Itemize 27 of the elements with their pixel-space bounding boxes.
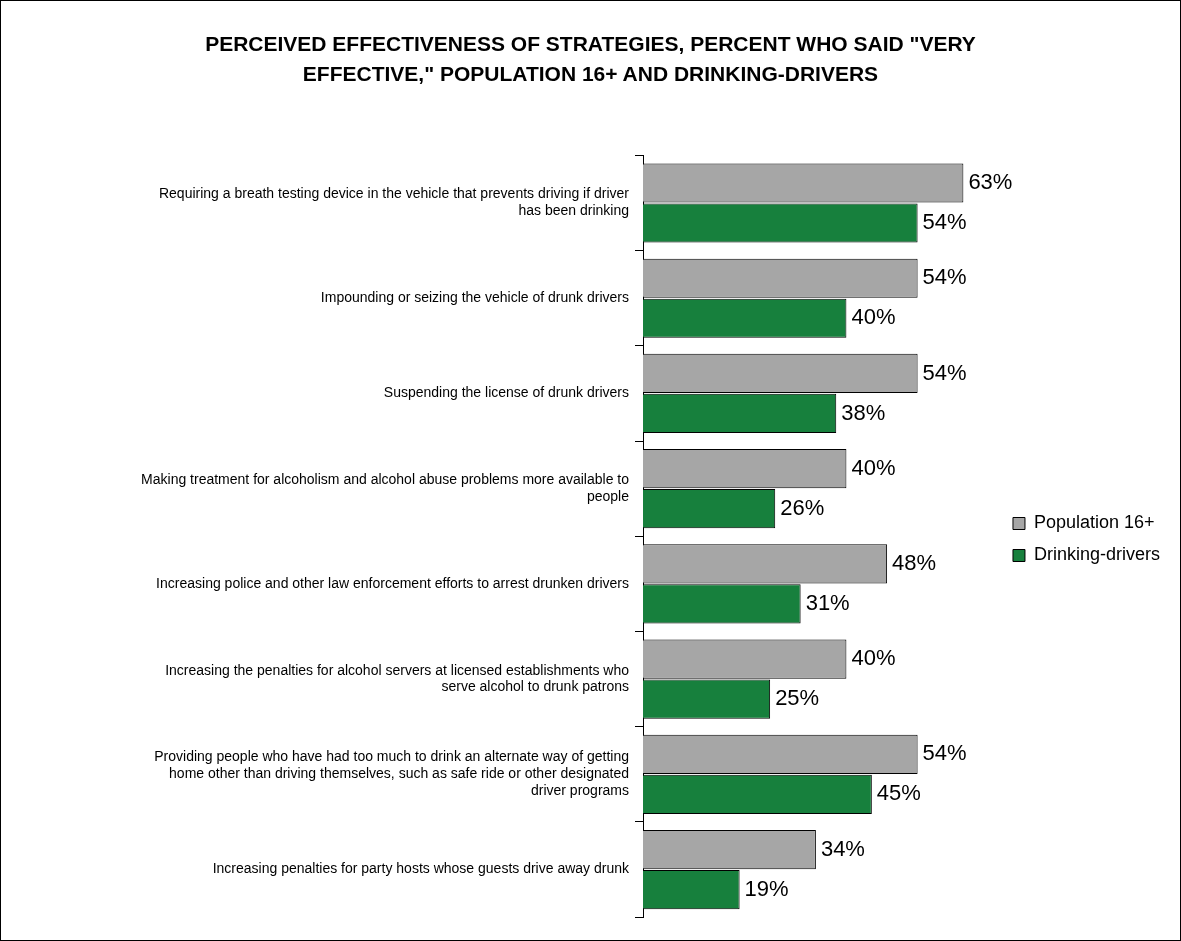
- y-tick-label: Suspending the license of drunk drivers: [383, 384, 629, 401]
- data-label: 63%: [968, 169, 1013, 195]
- y-tick-label: Increasing penalties for party hosts whose guests drive away drunk: [212, 860, 630, 877]
- legend-label: Drinking-drivers: [1033, 544, 1160, 565]
- data-label: 19%: [744, 875, 789, 901]
- data-label: 26%: [780, 494, 825, 520]
- data-label: 38%: [841, 399, 886, 425]
- data-label: 48%: [892, 549, 937, 575]
- y-tick-label: Making treatment for alcoholism and alcohol abuse problems more available to people: [141, 471, 630, 504]
- y-tick-label: Providing people who have had too much to drink an alternate way of getting home other than driving themselves, such as safe ride or other designated driver programs: [154, 748, 629, 799]
- y-tick-label: Requiring a breath testing device in the vehicle that prevents driving if driver has been drinking: [158, 185, 630, 219]
- data-label: 54%: [922, 359, 967, 385]
- data-label: 25%: [775, 685, 820, 711]
- data-label: 54%: [922, 740, 967, 766]
- y-tick-label: Increasing police and other law enforcement efforts to arrest drunken drivers: [156, 574, 629, 591]
- data-label: 54%: [922, 209, 967, 235]
- data-label: 34%: [820, 835, 865, 861]
- y-tick-label: Increasing the penalties for alcohol servers at licensed establishments who serve alcohol to drunk patrons: [165, 661, 630, 695]
- data-label: 40%: [851, 645, 896, 671]
- legend-label: Population 16+: [1033, 512, 1155, 533]
- chart-title: PERCEIVED EFFECTIVENESS OF STRATEGIES, PERCENT WHO SAID "VERY EFFECTIVE," POPULATION 16+ AND DRINKING-DRIVERS: [204, 31, 977, 87]
- data-label: 40%: [851, 304, 896, 330]
- y-tick-label: Impounding or seizing the vehicle of drunk drivers: [320, 289, 629, 306]
- data-label: 45%: [876, 780, 921, 806]
- data-label: 31%: [805, 589, 850, 615]
- data-label: 54%: [922, 264, 967, 290]
- data-label: 40%: [851, 454, 896, 480]
